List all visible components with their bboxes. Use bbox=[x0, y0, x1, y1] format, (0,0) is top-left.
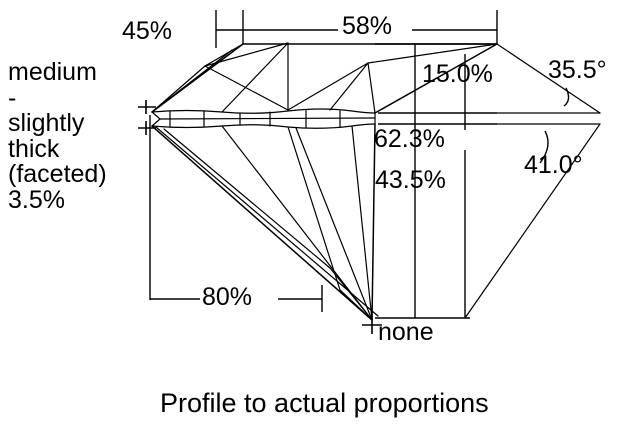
crown-angle-arc bbox=[563, 87, 570, 107]
girdle-lower-edge bbox=[151, 123, 376, 129]
crown-facet-right-c bbox=[367, 43, 498, 64]
pavilion-outline-left bbox=[151, 125, 373, 321]
pavilion-facet-e bbox=[295, 127, 373, 321]
pavilion-angle-arc bbox=[539, 130, 549, 164]
crown-facets bbox=[151, 42, 498, 114]
pavilion-outline-right bbox=[371, 123, 376, 321]
label-pavilion-angle: 41.0° bbox=[524, 151, 583, 179]
label-pavilion-depth: 43.5% bbox=[375, 166, 446, 194]
girdle-line-5: (faceted) bbox=[8, 160, 107, 188]
label-star-length: 45% bbox=[122, 17, 173, 45]
label-lower-half-length: 80% bbox=[202, 283, 253, 311]
crown-facet-right-d bbox=[329, 62, 369, 111]
crown-angle-ray bbox=[496, 43, 601, 114]
girdle-line-3: slightly bbox=[8, 109, 85, 137]
girdle-line-4: thick bbox=[8, 134, 60, 163]
label-crown-angle: 35.5° bbox=[548, 56, 607, 84]
pavilion-angle-ray bbox=[464, 123, 601, 319]
crown-facet-left-a bbox=[151, 65, 206, 113]
girdle-description-block: medium - slightly thick (faceted) 3.5% bbox=[8, 58, 107, 214]
girdle-upper-edge bbox=[151, 108, 376, 114]
pavilion-facet-d bbox=[287, 126, 341, 291]
girdle-left-pinch-upper bbox=[151, 111, 161, 120]
label-crown-height: 15.0% bbox=[422, 60, 493, 88]
girdle-mid-line bbox=[159, 117, 376, 120]
crown-facet-left-d bbox=[204, 43, 244, 67]
crown-outline-right bbox=[374, 43, 498, 114]
crown-facet-right-a bbox=[287, 62, 369, 111]
crown-facet-center-b bbox=[221, 42, 289, 113]
pavilion-facet-f bbox=[351, 125, 373, 321]
crown-facet-center-a bbox=[204, 42, 289, 67]
angle-indicators bbox=[464, 43, 601, 319]
pavilion-facets bbox=[151, 123, 379, 321]
crown-facet-right-b bbox=[367, 62, 376, 114]
pavilion-facet-a bbox=[155, 126, 379, 317]
pavilion-facet-c bbox=[221, 125, 373, 321]
girdle-thickness-ticks bbox=[138, 100, 156, 135]
pavilion-facet-d2 bbox=[339, 289, 373, 321]
crown-facet-left-b bbox=[151, 49, 233, 113]
dimension-lines bbox=[149, 10, 498, 319]
pavilion-facet-b bbox=[163, 128, 331, 269]
label-total-depth: 62.3% bbox=[374, 125, 445, 153]
girdle-line-6: 3.5% bbox=[8, 185, 65, 214]
girdle-line-2: - bbox=[8, 83, 17, 112]
crown-facet-left-c bbox=[204, 65, 289, 111]
label-table-percent: 58% bbox=[342, 12, 393, 40]
girdle-left-pinch-lower bbox=[151, 118, 161, 127]
girdle-band bbox=[151, 108, 376, 129]
figure-caption: Profile to actual proportions bbox=[160, 388, 489, 418]
label-culet: none bbox=[378, 318, 434, 346]
girdle-line-1: medium bbox=[8, 58, 97, 86]
